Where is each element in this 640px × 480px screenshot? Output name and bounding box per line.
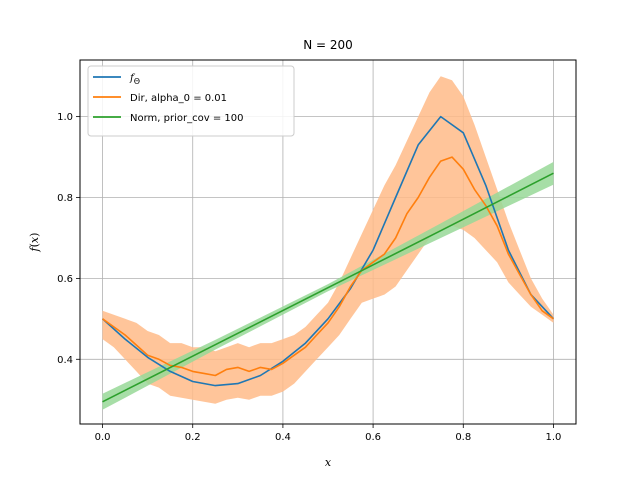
x-axis-label: x — [325, 456, 332, 469]
band-series-2 — [102, 161, 554, 410]
y-axis-ticks: 0.4 0.6 0.8 1.0 — [57, 112, 80, 366]
y-tick-label: 0.6 — [57, 274, 73, 285]
x-tick-label: 0.4 — [275, 432, 291, 443]
x-tick-label: 0.0 — [95, 432, 111, 443]
line-series-0 — [101, 115, 555, 387]
y-axis-label: f(x) — [28, 233, 41, 253]
band-series-1 — [102, 76, 554, 404]
plot-frame — [79, 59, 577, 425]
y-tick-label: 0.8 — [57, 193, 73, 204]
legend: fΘ Dir, alpha_0 = 0.01 Norm, prior_cov = 1… — [87, 65, 295, 137]
x-tick-label: 0.8 — [455, 432, 471, 443]
x-tick-label: 0.6 — [365, 432, 381, 443]
legend-label-0: fΘ — [129, 73, 140, 86]
y-tick-label: 1.0 — [57, 112, 73, 123]
chart-title: N = 200 — [303, 38, 353, 52]
legend-label-2: Norm, prior_cov = 100 — [130, 113, 243, 124]
x-tick-label: 1.0 — [546, 432, 562, 443]
series-lines — [101, 115, 555, 403]
legend-label-1: Dir, alpha_0 = 0.01 — [130, 93, 227, 104]
confidence-bands — [102, 76, 554, 410]
legend-box — [87, 65, 295, 137]
plot-area — [79, 59, 577, 425]
line-series-1 — [102, 156, 554, 377]
x-tick-label: 0.2 — [185, 432, 201, 443]
line-series-2 — [102, 172, 554, 403]
x-axis-ticks: 0.0 0.2 0.4 0.6 0.8 1.0 — [95, 424, 562, 443]
y-tick-label: 0.4 — [57, 355, 73, 366]
